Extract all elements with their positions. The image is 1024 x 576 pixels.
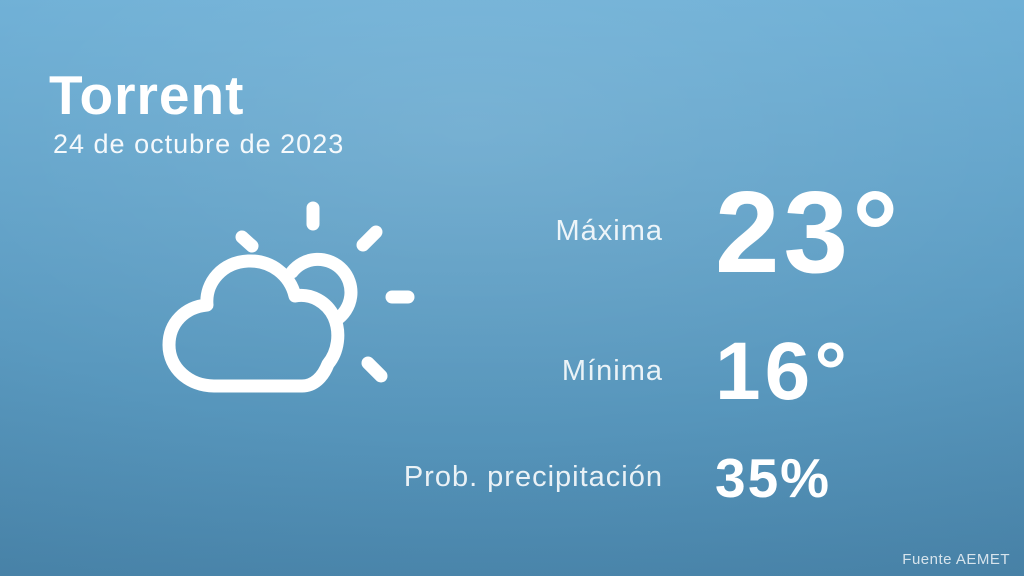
max-temperature-label: Máxima: [555, 215, 663, 248]
cloud-outline-icon: [162, 254, 345, 393]
min-temperature-value: 16°: [715, 326, 852, 417]
sun-rays-icon: [235, 201, 415, 383]
max-temperature-row: Máxima 23°: [150, 174, 902, 290]
max-temperature-value: 23°: [715, 167, 903, 297]
precipitation-probability-value: 35%: [715, 446, 832, 509]
precipitation-probability-row: Prob. precipitación 35%: [150, 448, 831, 508]
source-attribution: Fuente AEMET: [902, 551, 1010, 568]
sun-arc-icon: [285, 252, 358, 327]
min-temperature-label: Mínima: [561, 355, 663, 388]
date-text: 24 de octubre de 2023: [53, 129, 345, 159]
location-title: Torrent: [49, 64, 245, 126]
partly-cloudy-icon: [152, 196, 417, 411]
precipitation-probability-label: Prob. precipitación: [403, 461, 663, 494]
min-temperature-row: Mínima 16°: [150, 331, 851, 413]
